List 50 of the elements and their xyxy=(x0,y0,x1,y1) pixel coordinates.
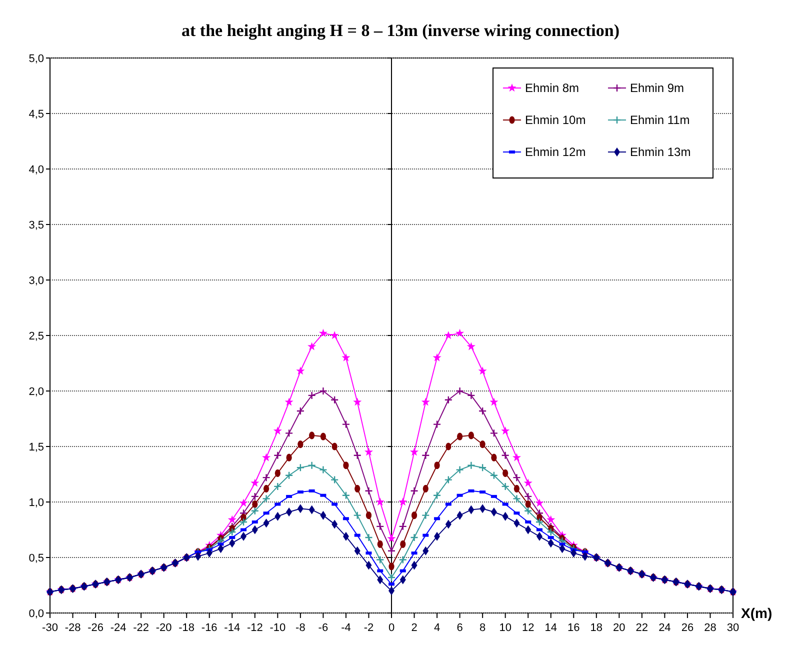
y-tick-label: 1,5 xyxy=(28,441,44,454)
y-tick-label: 5,0 xyxy=(28,52,44,65)
legend-label: Ehmin 13m xyxy=(630,145,691,160)
x-tick-label: 28 xyxy=(704,622,716,634)
y-tick-label: 4,5 xyxy=(28,108,44,120)
legend-label: Ehmin 12m xyxy=(525,145,586,160)
chart-title: at the height anging H = 8 – 13m (inverse wiring connection) xyxy=(182,21,620,40)
x-tick-label: -28 xyxy=(64,622,81,634)
y-tick-label: 0,0 xyxy=(28,608,44,620)
x-tick-label: -24 xyxy=(110,622,126,634)
x-tick-label: 14 xyxy=(544,622,557,634)
x-tick-label: -26 xyxy=(88,622,104,634)
x-tick-label: 26 xyxy=(681,622,694,634)
x-tick-label: 4 xyxy=(434,622,440,634)
legend-label: Ehmin 9m xyxy=(630,81,684,96)
y-tick-label: 4,0 xyxy=(28,164,44,176)
x-tick-label: 20 xyxy=(613,622,626,634)
y-tick-label: 3,5 xyxy=(28,219,44,232)
x-tick-label: 2 xyxy=(411,622,418,634)
y-tick-label: 0,5 xyxy=(28,552,44,564)
x-tick-label: 30 xyxy=(726,622,740,634)
x-tick-label: -4 xyxy=(341,622,351,634)
x-tick-label: -22 xyxy=(133,622,150,634)
x-tick-label: -8 xyxy=(296,622,306,634)
x-tick-label: -2 xyxy=(364,622,374,634)
x-tick-label: 6 xyxy=(456,622,463,634)
y-tick-label: 2,0 xyxy=(28,386,44,398)
x-tick-label: 8 xyxy=(480,622,486,634)
x-axis-title: X(m) xyxy=(741,605,772,621)
x-tick-label: -30 xyxy=(42,622,58,634)
x-tick-label: -20 xyxy=(156,622,172,634)
x-tick-label: -6 xyxy=(318,622,328,634)
legend-label: Ehmin 11m xyxy=(630,113,690,128)
x-tick-label: -10 xyxy=(270,622,286,634)
x-tick-label: 10 xyxy=(499,622,512,634)
x-tick-label: -12 xyxy=(246,622,263,634)
y-tick-label: 1,0 xyxy=(28,496,44,509)
legend-label: Ehmin 10m xyxy=(525,113,586,128)
x-tick-label: 22 xyxy=(636,622,648,634)
x-tick-label: -18 xyxy=(178,622,195,634)
x-tick-label: 24 xyxy=(658,622,671,634)
x-tick-label: 18 xyxy=(590,622,603,634)
x-tick-label: -14 xyxy=(224,622,240,634)
x-tick-label: 0 xyxy=(388,622,395,634)
x-tick-label: 16 xyxy=(568,622,580,634)
y-tick-label: 3,0 xyxy=(28,274,44,287)
y-tick-label: 2,5 xyxy=(28,330,44,342)
x-tick-label: -16 xyxy=(201,622,218,634)
x-tick-label: 12 xyxy=(522,622,534,634)
legend-label: Ehmin 8m xyxy=(525,81,580,96)
